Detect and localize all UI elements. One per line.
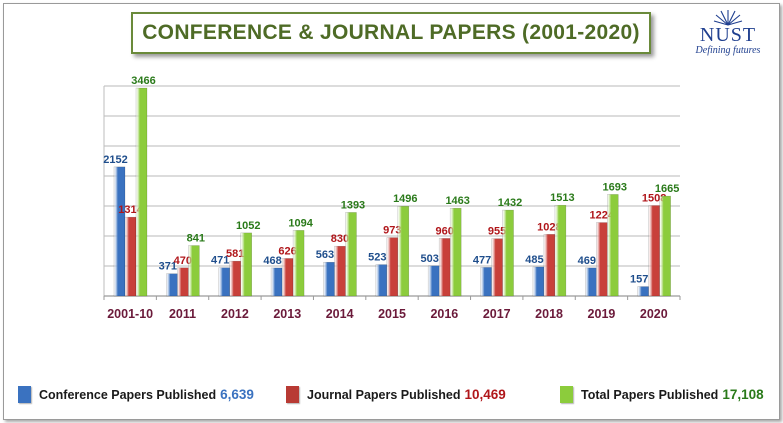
chart-title: CONFERENCE & JOURNAL PAPERS (2001-2020)	[142, 21, 640, 44]
bar-journal	[281, 258, 294, 297]
data-label: 2152	[103, 154, 127, 166]
bar-journal	[386, 237, 399, 297]
data-label: 503	[421, 253, 439, 265]
bar-total	[659, 195, 671, 297]
data-label: 955	[488, 226, 506, 238]
logo-emblem-icon	[713, 10, 743, 26]
bar-journal	[491, 238, 503, 297]
bar-journal	[334, 245, 346, 297]
bar-conference	[637, 286, 649, 297]
logo-name: NUST	[699, 24, 757, 46]
data-label: 841	[187, 233, 205, 245]
x-tick-label: 2013	[273, 307, 301, 321]
bar-total	[397, 205, 410, 297]
data-label: 1513	[550, 192, 574, 204]
bar-total	[502, 209, 514, 297]
data-label: 471	[211, 255, 229, 267]
x-tick-label: 2014	[326, 307, 354, 321]
bar-total	[345, 212, 357, 297]
legend-value-total: 17,108	[722, 387, 764, 402]
legend-value-conference: 6,639	[220, 387, 254, 402]
bar-total	[135, 87, 148, 297]
bar-conference	[532, 266, 545, 297]
bar-total	[449, 207, 462, 297]
legend-swatch-journal	[286, 386, 299, 403]
x-tick-label: 2012	[221, 307, 249, 321]
data-label: 1094	[288, 217, 313, 229]
legend-conference: Conference Papers Published 6,639	[18, 386, 254, 403]
bar-conference	[113, 166, 126, 297]
bar-conference	[427, 265, 440, 297]
bar-journal	[543, 234, 556, 297]
bar-total	[607, 194, 619, 297]
bar-journal	[648, 205, 660, 297]
x-tick-label: 2001-10	[107, 307, 153, 321]
data-label: 3466	[131, 75, 155, 87]
x-tick-label: 2015	[378, 307, 406, 321]
x-tick-label: 2011	[169, 307, 196, 321]
x-tick-label: 2018	[535, 307, 563, 321]
data-label: 470	[174, 255, 192, 267]
data-label: 1463	[445, 195, 469, 207]
data-label: 830	[331, 233, 349, 245]
bar-journal	[229, 260, 241, 297]
legend-value-journal: 10,469	[464, 387, 506, 402]
bar-journal	[177, 267, 189, 297]
data-label: 973	[383, 225, 401, 237]
bar-conference	[480, 267, 492, 297]
legend-swatch-conference	[18, 386, 31, 403]
bar-total	[240, 232, 252, 297]
data-label: 1496	[393, 193, 417, 205]
x-tick-label: 2017	[483, 307, 511, 321]
x-tick-label: 2016	[430, 307, 458, 321]
data-label: 477	[473, 254, 491, 266]
data-label: 157	[630, 274, 648, 286]
bar-journal	[596, 222, 608, 297]
legend-swatch-total	[560, 386, 573, 403]
legend-label-conference: Conference Papers Published	[39, 387, 217, 402]
bar-journal	[438, 238, 451, 297]
logo-tagline: Defining futures	[695, 45, 761, 56]
legend-journal: Journal Papers Published 10,469	[286, 386, 506, 403]
bar-journal	[124, 216, 137, 297]
data-label: 581	[226, 248, 244, 260]
data-label: 1393	[341, 199, 365, 211]
data-label: 1432	[498, 197, 522, 209]
x-tick-label: 2019	[588, 307, 616, 321]
bar-conference	[323, 261, 335, 297]
x-tick-label: 2020	[640, 307, 668, 321]
bar-conference	[166, 273, 178, 297]
data-label: 563	[316, 249, 334, 261]
data-label: 468	[263, 255, 281, 267]
data-label: 371	[159, 261, 177, 273]
data-label: 1665	[655, 183, 679, 195]
data-label: 1693	[603, 181, 627, 193]
data-label: 469	[578, 255, 596, 267]
nust-logo: NUST Defining futures	[688, 8, 768, 58]
legend-label-total: Total Papers Published	[581, 387, 719, 402]
bar-total	[554, 204, 567, 297]
bar-conference	[218, 267, 230, 297]
title-box: CONFERENCE & JOURNAL PAPERS (2001-2020)	[131, 12, 651, 54]
legend-total: Total Papers Published 17,108	[560, 386, 764, 403]
data-label: 523	[368, 252, 386, 264]
bar-conference	[585, 267, 597, 297]
data-label: 485	[525, 254, 543, 266]
bar-total	[292, 230, 305, 297]
data-label: 960	[436, 225, 454, 237]
bar-total	[188, 245, 200, 297]
data-label: 626	[278, 245, 296, 257]
data-label: 1052	[236, 220, 260, 232]
legend-label-journal: Journal Papers Published	[307, 387, 461, 402]
bar-conference	[270, 267, 283, 297]
bar-conference	[375, 264, 388, 297]
